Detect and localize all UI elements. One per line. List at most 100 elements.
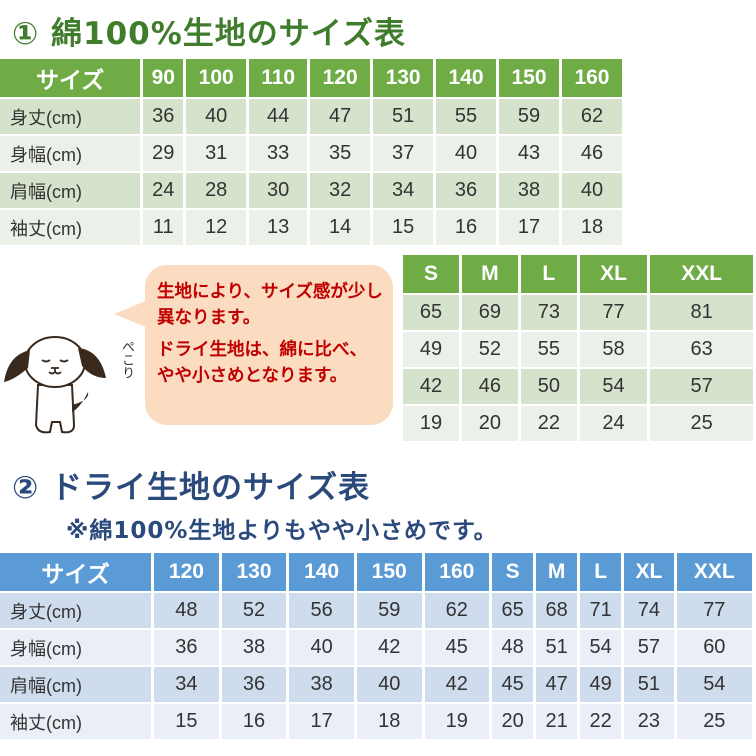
table-cell: 34 bbox=[373, 173, 434, 208]
table-cell: 65 bbox=[403, 295, 459, 330]
table-cell: 77 bbox=[676, 593, 752, 628]
speech-bubble-tail bbox=[114, 300, 148, 328]
table-cell: 18 bbox=[561, 210, 622, 245]
table-cell: 52 bbox=[221, 593, 287, 628]
table-cell: 55 bbox=[436, 99, 497, 134]
table-cell: 52 bbox=[461, 332, 518, 367]
row-label: 袖丈(cm) bbox=[0, 210, 141, 245]
header-cell: XL bbox=[579, 255, 648, 293]
table-cell: 47 bbox=[310, 99, 371, 134]
table-cell: 38 bbox=[221, 630, 287, 665]
header-cell: 130 bbox=[373, 59, 434, 97]
table-cell: 17 bbox=[289, 704, 354, 739]
bubble-text-2: ドライ生地は、綿に比べ、やや小さめとなります。 bbox=[157, 340, 367, 386]
dog-illustration-icon bbox=[4, 336, 106, 434]
header-cell: M bbox=[461, 255, 518, 293]
header-row: サイズ 90 100 110 120 130 140 150 160 bbox=[0, 59, 622, 97]
table-cell: 60 bbox=[676, 630, 752, 665]
header-cell: XXL bbox=[650, 255, 753, 293]
table-cell: 51 bbox=[624, 667, 674, 702]
header-cell: M bbox=[536, 553, 578, 591]
bubble-text-1: 生地により、サイズ感が少し異なります。 bbox=[157, 282, 383, 328]
table-cell: 38 bbox=[499, 173, 559, 208]
header-cell: サイズ bbox=[0, 59, 141, 97]
row-label: 身幅(cm) bbox=[0, 136, 141, 171]
table-cell: 15 bbox=[373, 210, 434, 245]
table-cell: 49 bbox=[403, 332, 459, 367]
header-cell: 160 bbox=[561, 59, 622, 97]
table-cell: 32 bbox=[310, 173, 371, 208]
table-cell: 24 bbox=[579, 406, 648, 441]
row-label: 袖丈(cm) bbox=[0, 704, 152, 739]
table-row: 身幅(cm) 29 31 33 35 37 40 43 46 bbox=[0, 136, 622, 171]
table-cell: 49 bbox=[580, 667, 622, 702]
table-cell: 25 bbox=[650, 406, 753, 441]
header-cell: S bbox=[492, 553, 534, 591]
table-cell: 25 bbox=[676, 704, 752, 739]
table-cell: 31 bbox=[186, 136, 247, 171]
table-cell: 16 bbox=[436, 210, 497, 245]
header-cell: 150 bbox=[356, 553, 422, 591]
table-cell: 16 bbox=[221, 704, 287, 739]
table-cell: 42 bbox=[356, 630, 422, 665]
table-cell: 17 bbox=[499, 210, 559, 245]
table-cell: 18 bbox=[356, 704, 422, 739]
table-cell: 51 bbox=[373, 99, 434, 134]
table-cell: 15 bbox=[154, 704, 219, 739]
table-cell: 36 bbox=[154, 630, 219, 665]
table-cell: 40 bbox=[436, 136, 497, 171]
header-cell: XL bbox=[624, 553, 674, 591]
table-cell: 12 bbox=[186, 210, 247, 245]
header-cell: 140 bbox=[436, 59, 497, 97]
table-cell: 59 bbox=[499, 99, 559, 134]
table-cell: 50 bbox=[520, 369, 577, 404]
table-cell: 42 bbox=[403, 369, 459, 404]
table-row: 42 46 50 54 57 bbox=[403, 369, 753, 404]
table-cell: 33 bbox=[249, 136, 308, 171]
table-cell: 28 bbox=[186, 173, 247, 208]
header-cell: サイズ bbox=[0, 553, 152, 591]
header-cell: L bbox=[580, 553, 622, 591]
cotton-adult-size-table: S M L XL XXL 65 69 73 77 81 49 52 55 58 63 42 46 50 54 57 19… bbox=[400, 253, 756, 443]
table-cell: 43 bbox=[499, 136, 559, 171]
table-cell: 47 bbox=[536, 667, 578, 702]
table-cell: 36 bbox=[143, 99, 184, 134]
table-cell: 19 bbox=[424, 704, 490, 739]
table-row: 肩幅(cm) 34 36 38 40 42 45 47 49 51 54 bbox=[0, 667, 752, 702]
table-cell: 63 bbox=[650, 332, 753, 367]
table-row: 身丈(cm) 36 40 44 47 51 55 59 62 bbox=[0, 99, 622, 134]
dry-size-table: サイズ 120 130 140 150 160 S M L XL XXL 身丈(cm) 48 52 56 59… bbox=[0, 551, 755, 741]
table-cell: 22 bbox=[580, 704, 622, 739]
table-cell: 23 bbox=[624, 704, 674, 739]
table-cell: 54 bbox=[579, 369, 648, 404]
table-cell: 19 bbox=[403, 406, 459, 441]
table-cell: 51 bbox=[536, 630, 578, 665]
table-cell: 65 bbox=[492, 593, 534, 628]
table-row: 肩幅(cm) 24 28 30 32 34 36 38 40 bbox=[0, 173, 622, 208]
table-cell: 58 bbox=[579, 332, 648, 367]
table-row: 身丈(cm) 48 52 56 59 62 65 68 71 74 77 bbox=[0, 593, 752, 628]
table-cell: 38 bbox=[289, 667, 354, 702]
table-cell: 29 bbox=[143, 136, 184, 171]
table-row: 19 20 22 24 25 bbox=[403, 406, 753, 441]
header-cell: 130 bbox=[221, 553, 287, 591]
table-cell: 73 bbox=[520, 295, 577, 330]
table-row: 袖丈(cm) 15 16 17 18 19 20 21 22 23 25 bbox=[0, 704, 752, 739]
header-cell: 110 bbox=[249, 59, 308, 97]
table-cell: 14 bbox=[310, 210, 371, 245]
table-cell: 62 bbox=[561, 99, 622, 134]
table-cell: 81 bbox=[650, 295, 753, 330]
table-cell: 13 bbox=[249, 210, 308, 245]
header-cell: L bbox=[520, 255, 577, 293]
header-cell: S bbox=[403, 255, 459, 293]
table-cell: 56 bbox=[289, 593, 354, 628]
dog-caption: ぺこり bbox=[119, 340, 134, 379]
row-label: 身幅(cm) bbox=[0, 630, 152, 665]
table-cell: 59 bbox=[356, 593, 422, 628]
table-cell: 22 bbox=[520, 406, 577, 441]
header-cell: 150 bbox=[499, 59, 559, 97]
table-cell: 34 bbox=[154, 667, 219, 702]
table-cell: 57 bbox=[650, 369, 753, 404]
header-cell: XXL bbox=[676, 553, 752, 591]
table-cell: 46 bbox=[561, 136, 622, 171]
